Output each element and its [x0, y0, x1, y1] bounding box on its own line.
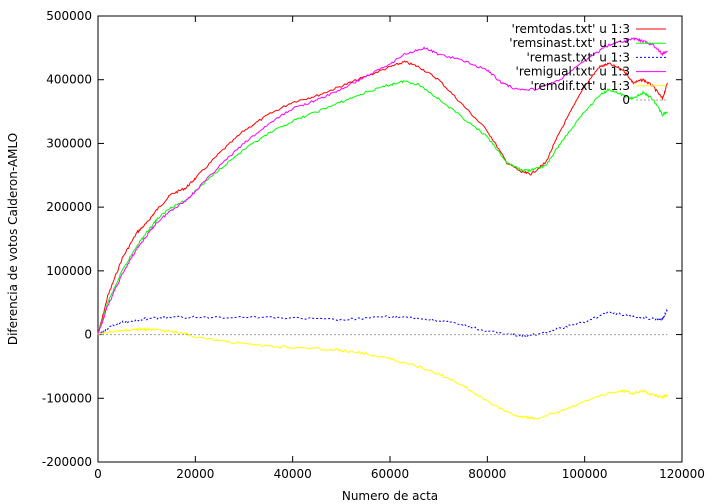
series-line-1: [97, 60, 668, 335]
series-line-5: [97, 326, 668, 420]
series-line-2: [97, 80, 668, 335]
y-axis-ticks: -200000 -100000 0 100000 200000 300000 400000 5…: [42, 9, 682, 469]
legend-label-2: 'remsinast.txt' u 1:3: [509, 36, 630, 50]
x-axis-ticks: 0 20000 40000 60000 80000 100000 120000: [94, 16, 705, 481]
x-axis-label: Numero de acta: [342, 489, 438, 503]
x-tick-label: 100000: [562, 467, 608, 481]
series-line-4: [97, 36, 668, 335]
y-tick-label: 0: [84, 328, 92, 342]
y-tick-label: 100000: [46, 264, 92, 278]
legend-label-6: 0: [622, 93, 630, 107]
legend-label-5: 'remdif.txt' u 1:3: [530, 79, 630, 93]
x-tick-label: 0: [94, 467, 102, 481]
x-tick-label: 120000: [659, 467, 705, 481]
x-tick-label: 60000: [371, 467, 409, 481]
legend-label-1: 'remtodas.txt' u 1:3: [512, 22, 630, 36]
legend-label-4: 'remigual.txt' u 1:3: [516, 65, 630, 79]
x-tick-label: 80000: [468, 467, 506, 481]
y-axis-label: Diferencia de votos Calderon-AMLO: [6, 133, 20, 345]
y-tick-label: 200000: [46, 200, 92, 214]
y-tick-label: 300000: [46, 136, 92, 150]
series-line-3: [97, 308, 668, 338]
series-lines: [97, 36, 668, 420]
y-tick-label: -200000: [42, 455, 92, 469]
legend-label-3: 'remast.txt' u 1:3: [526, 50, 630, 64]
x-tick-label: 40000: [274, 467, 312, 481]
legend: 'remtodas.txt' u 1:3'remsinast.txt' u 1:…: [509, 22, 666, 107]
y-tick-label: 400000: [46, 73, 92, 87]
y-tick-label: 500000: [46, 9, 92, 23]
x-tick-label: 20000: [176, 467, 214, 481]
y-tick-label: -100000: [42, 391, 92, 405]
